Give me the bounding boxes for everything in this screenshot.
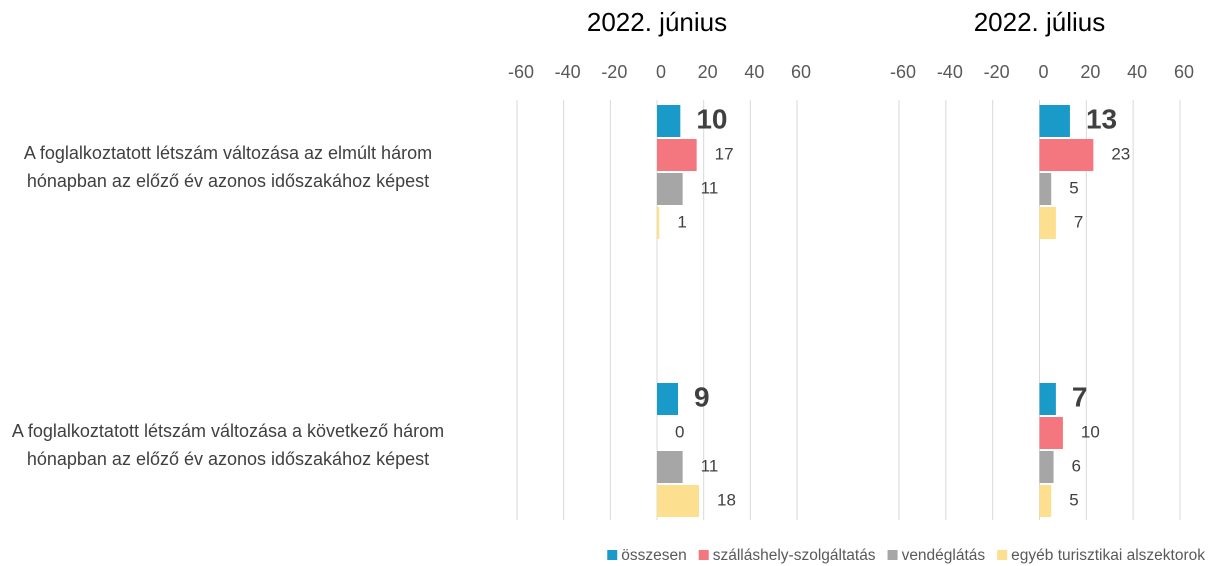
data-label: 18 [717,490,736,509]
category-label-line: hónapban az előző év azonos időszakához … [27,171,429,191]
x-tick-label: -40 [555,62,581,82]
bar [1039,485,1052,517]
bar [1039,383,1056,415]
bar [1039,417,1063,449]
data-label: 13 [1086,103,1117,134]
legend-swatch [607,550,618,560]
data-label: 7 [1072,381,1088,412]
panel-title: 2022. június [587,7,727,37]
category-label-line: A foglalkoztatott létszám változása a kö… [12,421,444,441]
legend-label: vendéglátás [902,547,986,564]
bar [1039,139,1094,171]
legend-label: szálláshely-szolgáltatás [713,547,876,564]
data-label: 10 [1081,422,1100,441]
bar [657,105,681,137]
x-tick-label: 20 [1080,62,1100,82]
x-tick-label: -20 [601,62,627,82]
bar [1039,173,1052,205]
x-tick-label: -20 [984,62,1010,82]
bar [657,173,683,205]
data-label: 9 [694,381,710,412]
x-tick-label: 20 [698,62,718,82]
bar [657,383,678,415]
legend-label: egyéb turisztikai alszektorok [1011,547,1205,564]
data-label: 7 [1074,212,1083,231]
legend-swatch [698,550,709,560]
data-label: 17 [715,144,734,163]
category-label: A foglalkoztatott létszám változása az e… [24,143,432,191]
bar [1039,105,1070,137]
legend-label: összesen [621,547,686,564]
data-label: 5 [1069,178,1078,197]
data-label: 0 [675,422,684,441]
category-label-line: A foglalkoztatott létszám változása az e… [24,143,432,163]
data-label: 11 [701,178,719,197]
bar [657,139,697,171]
x-tick-label: -60 [508,62,534,82]
legend-swatch [997,550,1008,560]
x-tick-label: -40 [937,62,963,82]
data-label: 10 [696,103,727,134]
category-label-line: hónapban az előző év azonos időszakához … [27,449,429,469]
data-label: 23 [1111,144,1130,163]
bar [657,207,660,239]
legend-swatch [887,550,898,560]
data-label: 5 [1069,490,1078,509]
x-tick-label: 0 [656,62,666,82]
bar [657,451,683,483]
panel-title: 2022. július [974,7,1106,37]
bar [657,485,699,517]
x-tick-label: -60 [890,62,916,82]
data-label: 11 [701,456,719,475]
data-label: 1 [677,212,686,231]
bar [1039,207,1056,239]
x-tick-label: 40 [1127,62,1147,82]
data-label: 6 [1072,456,1081,475]
bar [1039,451,1054,483]
x-tick-label: 60 [1174,62,1194,82]
x-tick-label: 60 [791,62,811,82]
x-tick-label: 0 [1038,62,1048,82]
category-label: A foglalkoztatott létszám változása a kö… [12,421,444,469]
x-tick-label: 40 [744,62,764,82]
